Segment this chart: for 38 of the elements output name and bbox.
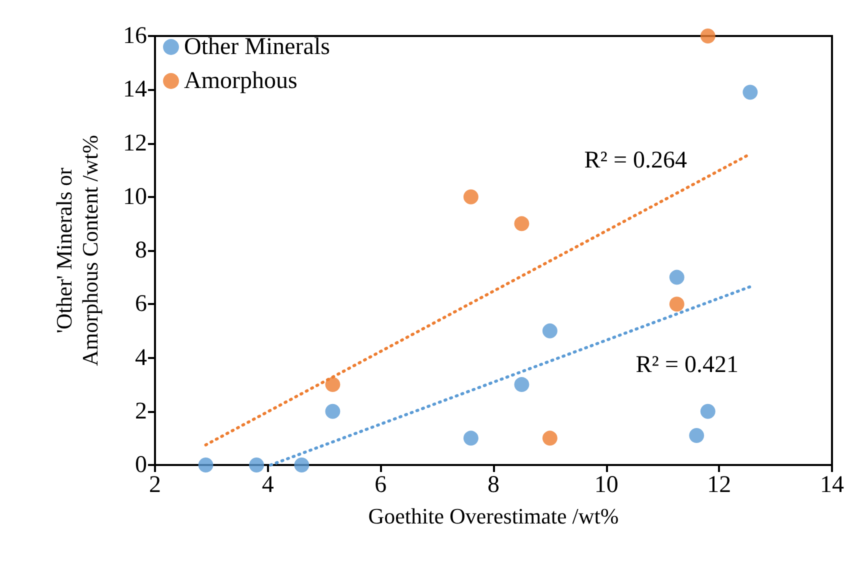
x-tick-label: 8 bbox=[488, 472, 500, 498]
point bbox=[514, 377, 530, 392]
y-tick-label: 14 bbox=[123, 76, 147, 103]
point bbox=[325, 377, 340, 392]
point bbox=[325, 404, 340, 419]
legend-label: Other Minerals bbox=[184, 34, 330, 60]
point bbox=[700, 28, 716, 44]
y-tick-label: 2 bbox=[135, 398, 147, 424]
point bbox=[463, 430, 478, 446]
y-tick-label: 8 bbox=[135, 238, 147, 264]
y-tick-label: 10 bbox=[123, 184, 147, 210]
point bbox=[669, 296, 684, 312]
y-tick-label: 4 bbox=[135, 344, 147, 371]
point bbox=[742, 84, 758, 100]
x-tick-label: 6 bbox=[374, 472, 387, 498]
y-tick-label: 0 bbox=[135, 452, 147, 478]
point bbox=[198, 458, 214, 472]
point bbox=[669, 270, 684, 285]
point bbox=[700, 404, 716, 419]
point bbox=[463, 189, 478, 204]
point bbox=[542, 430, 558, 446]
legend-label: Amorphous bbox=[184, 68, 298, 94]
x-tick-label: 10 bbox=[594, 472, 618, 498]
point bbox=[249, 458, 264, 472]
x-tick-label: 4 bbox=[262, 472, 274, 498]
point bbox=[542, 323, 558, 338]
annotation: R² = 0.264 bbox=[584, 147, 688, 174]
point bbox=[514, 216, 530, 232]
x-tick-label: 12 bbox=[707, 472, 732, 498]
annotation: R² = 0.421 bbox=[636, 352, 738, 378]
point bbox=[689, 428, 704, 443]
point bbox=[294, 458, 310, 472]
x-tick-label: 14 bbox=[820, 472, 844, 498]
y-tick-label: 6 bbox=[135, 291, 147, 318]
y-tick-label: 16 bbox=[123, 23, 147, 49]
y-axis-title: 'Other' Minerals or Amorphous Content /wt% bbox=[52, 135, 102, 366]
x-axis-title: Goethite Overestimate /wt% bbox=[368, 504, 619, 528]
y-tick-label: 12 bbox=[123, 130, 147, 156]
